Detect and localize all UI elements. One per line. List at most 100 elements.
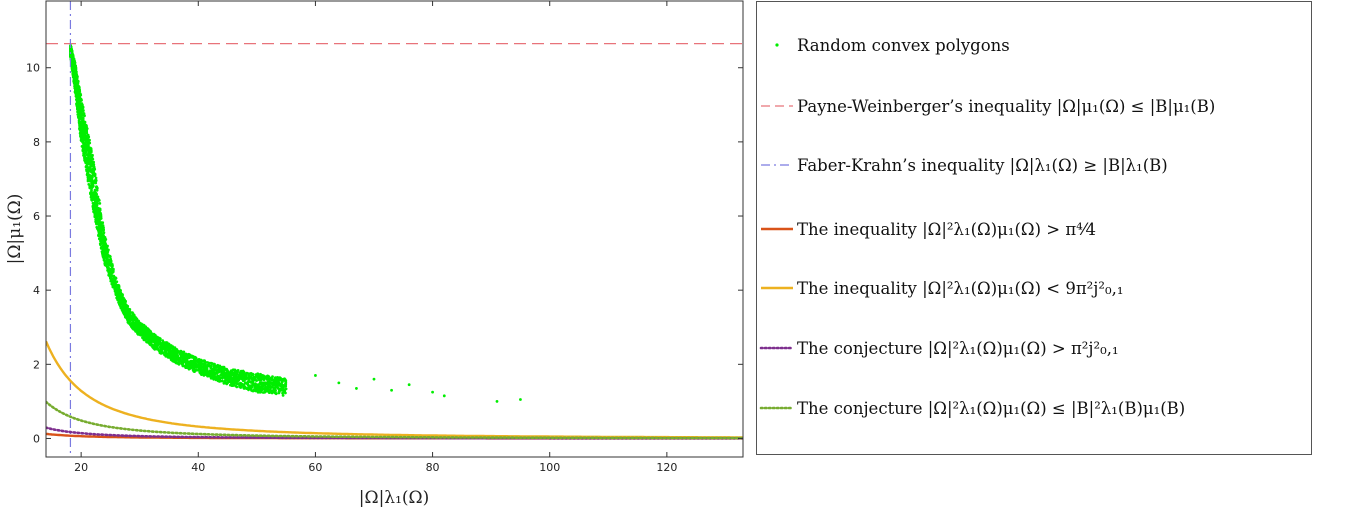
scatter-point <box>284 382 288 386</box>
scatter-point <box>221 374 225 378</box>
scatter-point <box>214 375 217 378</box>
legend-item: Payne-Weinberger’s inequality |Ω|μ₁(Ω) ≤… <box>757 91 1311 121</box>
scatter-point <box>87 151 91 155</box>
scatter-point <box>82 154 85 157</box>
scatter-point <box>355 387 358 390</box>
legend-item: Faber-Krahn’s inequality |Ω|λ₁(Ω) ≥ |B|λ… <box>757 150 1311 180</box>
scatter-point <box>91 157 95 161</box>
scatter-point <box>163 350 167 353</box>
scatter-point <box>95 203 99 206</box>
scatter-point <box>180 359 184 363</box>
scatter-point <box>250 373 254 377</box>
scatter-point <box>145 336 149 340</box>
scatter-point <box>70 67 74 71</box>
scatter-point <box>106 244 109 248</box>
scatter-point <box>90 191 94 195</box>
scatter-point <box>187 363 191 367</box>
scatter-point <box>87 173 91 177</box>
scatter-point <box>185 359 189 363</box>
scatter-point <box>108 254 112 258</box>
scatter-point <box>82 112 85 116</box>
scatter-point <box>74 64 77 68</box>
scatter-point <box>87 183 91 186</box>
scatter-point <box>195 366 199 369</box>
legend-swatch <box>775 43 779 47</box>
scatter-point <box>96 222 99 226</box>
scatter-point <box>265 375 269 378</box>
scatter-point <box>207 364 211 368</box>
scatter-point <box>81 118 85 121</box>
legend-item: The inequality |Ω|²λ₁(Ω)μ₁(Ω) > π⁴⁄4 <box>757 214 1311 244</box>
scatter-point <box>159 345 163 349</box>
scatter-point <box>284 384 287 388</box>
scatter-point <box>158 337 162 341</box>
scatter-point <box>102 249 106 253</box>
scatter-point <box>187 367 191 371</box>
scatter-point <box>131 314 135 317</box>
scatter-point <box>372 377 376 381</box>
scatter-point <box>495 399 499 403</box>
scatter-point <box>73 74 77 78</box>
legend-label: The conjecture |Ω|²λ₁(Ω)μ₁(Ω) ≤ |B|²λ₁(B… <box>797 398 1186 418</box>
scatter-point <box>119 296 123 300</box>
scatter-point <box>258 390 262 394</box>
y-tick-label: 0 <box>33 432 40 445</box>
scatter-point <box>246 382 250 386</box>
scatter-point <box>277 382 281 386</box>
scatter-point <box>192 366 196 370</box>
scatter-point <box>181 362 185 365</box>
scatter-point <box>105 263 108 267</box>
scatter-point <box>225 371 229 374</box>
scatter-point <box>94 178 98 182</box>
scatter-point <box>176 357 180 361</box>
scatter-point <box>199 358 203 362</box>
scatter-point <box>85 131 89 135</box>
x-axis-ticks: 20 40 60 80 100 120 <box>74 1 677 474</box>
scatter-point <box>210 364 213 368</box>
x-tick-label: 80 <box>426 461 440 474</box>
scatter-point <box>110 282 114 286</box>
legend-label: Random convex polygons <box>797 35 1010 55</box>
scatter-point <box>245 387 249 390</box>
scatter-point <box>138 321 141 325</box>
scatter-point <box>70 54 74 57</box>
scatter-point <box>105 259 109 263</box>
scatter-point <box>117 283 120 287</box>
scatter-point <box>199 372 203 375</box>
scatter-point <box>84 157 87 161</box>
chart-area: 20 40 60 80 100 120 0 2 4 6 8 10 |Ω|λ₁(Ω) |Ω|μ₁(Ω) <box>5 0 744 508</box>
scatter-point <box>82 148 86 152</box>
scatter-point <box>203 363 207 367</box>
scatter-point <box>266 388 270 391</box>
scatter-point <box>95 219 98 222</box>
scatter-point <box>90 177 94 181</box>
scatter-point <box>100 245 104 249</box>
legend: Random convex polygons Payne-Weinberger’s… <box>756 1 1312 455</box>
scatter-point <box>98 234 102 238</box>
scatter-point <box>217 365 221 369</box>
scatter-point <box>123 298 126 302</box>
scatter-point <box>247 380 251 384</box>
scatter-point <box>88 185 92 189</box>
scatter-point <box>77 108 81 112</box>
scatter-point <box>229 369 233 373</box>
scatter-point <box>110 265 114 268</box>
scatter-point <box>132 319 135 322</box>
scatter-point <box>93 174 97 178</box>
scatter-point <box>108 260 112 264</box>
scatter-point <box>114 281 117 284</box>
scatter-point <box>85 137 89 141</box>
scatter-point <box>251 376 255 380</box>
scatter-point <box>136 329 140 333</box>
scatter-point <box>193 355 197 359</box>
scatter-point <box>97 199 101 202</box>
scatter-point <box>92 193 96 196</box>
scatter-point <box>86 145 90 149</box>
scatter-point <box>223 368 226 372</box>
scatter-point <box>177 350 180 353</box>
scatter-point <box>281 394 285 397</box>
scatter-point <box>85 161 89 165</box>
x-axis-label: |Ω|λ₁(Ω) <box>359 488 430 508</box>
scatter-point <box>109 275 112 279</box>
scatter-point <box>213 372 217 376</box>
